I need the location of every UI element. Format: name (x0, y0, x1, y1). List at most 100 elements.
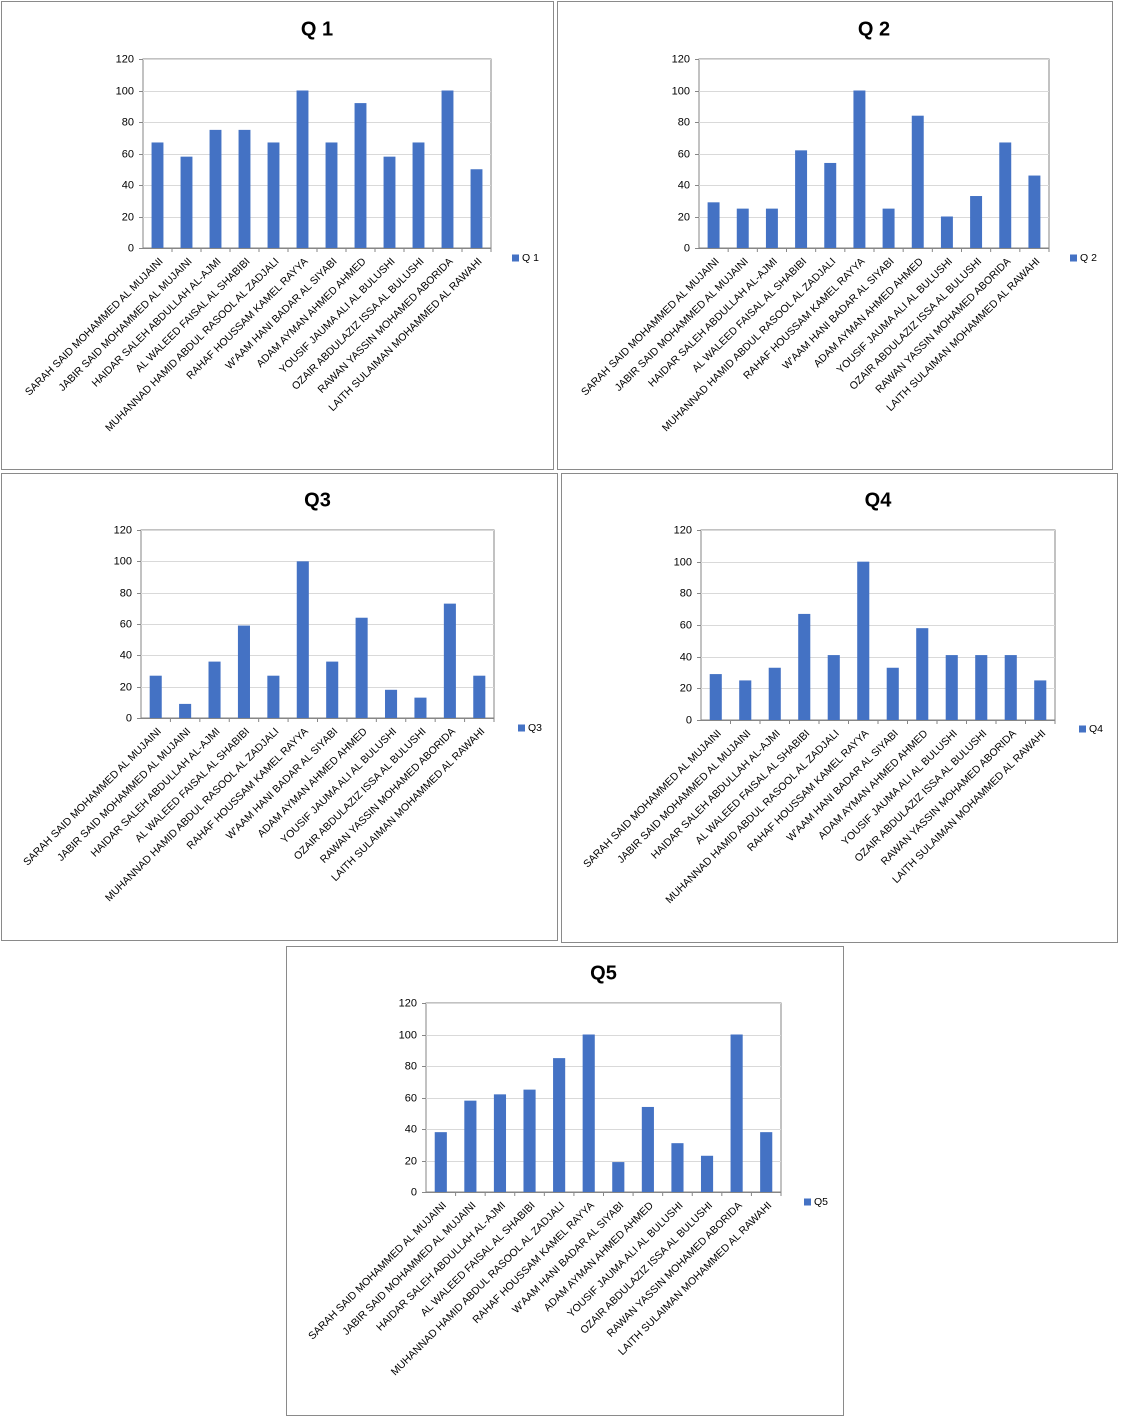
legend-label: Q 2 (1080, 252, 1097, 264)
bar (827, 655, 840, 720)
bar (523, 1089, 536, 1192)
legend-swatch (518, 724, 525, 732)
bar (739, 680, 752, 720)
y-tick-label: 0 (128, 242, 134, 254)
bar (383, 156, 396, 248)
bar (180, 156, 193, 248)
bar (886, 667, 899, 720)
bar (709, 674, 722, 720)
bar (1004, 655, 1017, 720)
y-tick-label: 20 (680, 682, 692, 694)
bar (464, 1100, 477, 1192)
bar (760, 1132, 773, 1192)
bar (975, 655, 988, 720)
bar (582, 1034, 595, 1192)
bar (916, 628, 929, 720)
bar (267, 142, 280, 248)
bar (970, 196, 983, 248)
bar (940, 216, 953, 248)
y-tick-label: 100 (674, 556, 692, 568)
bar (354, 103, 367, 248)
chart-title: Q 1 (301, 18, 333, 40)
bar (882, 208, 895, 248)
bar (853, 90, 866, 248)
legend-swatch (1070, 254, 1077, 262)
y-tick-label: 80 (678, 116, 690, 128)
y-tick-label: 20 (120, 681, 132, 693)
y-tick-label: 120 (114, 524, 132, 536)
legend-label: Q3 (528, 722, 542, 734)
legend-label: Q5 (814, 1196, 828, 1208)
bar (798, 613, 811, 720)
plot-area (698, 58, 1050, 249)
bar (857, 561, 870, 720)
y-tick-label: 0 (686, 714, 692, 726)
bar (296, 561, 309, 718)
bar (824, 162, 837, 248)
y-tick-label: 120 (399, 997, 417, 1009)
bar (795, 150, 808, 248)
y-tick-label: 80 (680, 587, 692, 599)
y-tick-label: 100 (114, 555, 132, 567)
x-tick-label: JABIR SAID MOHAMMED AL MUJAINI (613, 256, 751, 394)
legend-swatch (804, 1198, 811, 1206)
y-tick-label: 120 (116, 53, 134, 65)
bar (355, 617, 368, 718)
y-tick-label: 40 (122, 179, 134, 191)
y-tick-label: 100 (399, 1029, 417, 1041)
bar (179, 703, 192, 718)
bar (911, 115, 924, 248)
x-tick-label: RAWAN YASSIN MOHAMED ABORIDA (873, 256, 1013, 396)
chart-title: Q5 (590, 962, 617, 984)
y-tick-label: 60 (405, 1092, 417, 1104)
bar (641, 1106, 654, 1192)
chart-panel-q5: Q5 0 20 40 60 80 100 120 SARAH SAID MOHAMMED AL … (286, 946, 844, 1416)
y-tick-label: 20 (678, 211, 690, 223)
bar (149, 675, 162, 718)
bar (412, 142, 425, 248)
y-tick-label: 0 (126, 712, 132, 724)
y-tick-label: 0 (684, 242, 690, 254)
y-tick-label: 20 (122, 211, 134, 223)
bar (434, 1132, 447, 1192)
bar (267, 675, 280, 718)
plot-area (142, 58, 492, 249)
bar (385, 689, 398, 718)
bar (208, 661, 221, 718)
y-tick-label: 40 (678, 179, 690, 191)
bar (671, 1143, 684, 1192)
y-tick-label: 80 (405, 1060, 417, 1072)
bar (1034, 680, 1047, 720)
legend-label: Q4 (1089, 723, 1103, 735)
bar (325, 142, 338, 248)
bar (237, 625, 250, 718)
bar (151, 142, 164, 248)
chart-title: Q4 (865, 489, 893, 511)
bar (296, 90, 309, 248)
chart-panel-q2: Q 2 0 20 40 60 80 100 120 SARAH SAID MOHAMMED AL… (557, 1, 1113, 470)
bar (707, 202, 720, 248)
y-tick-label: 60 (120, 618, 132, 630)
bar (493, 1094, 507, 1192)
legend-swatch (512, 254, 519, 262)
bar (473, 675, 486, 718)
bar (730, 1034, 743, 1192)
y-tick-label: 100 (672, 85, 690, 97)
chart-title: Q 2 (858, 18, 890, 40)
y-tick-label: 80 (120, 587, 132, 599)
y-tick-label: 20 (405, 1155, 417, 1167)
y-tick-label: 40 (120, 649, 132, 661)
bar (999, 142, 1012, 248)
bar (209, 129, 222, 248)
chart-panel-q1: Q 1 0 20 40 60 80 100 120 SARAH SAID MOHAMMED AL… (1, 1, 554, 470)
legend-swatch (1079, 725, 1086, 733)
bar (765, 208, 778, 248)
x-tick-label: RAWAN YASSIN MOHAMED ABORIDA (315, 256, 455, 396)
y-tick-label: 100 (116, 85, 134, 97)
y-tick-label: 60 (122, 148, 134, 160)
y-tick-label: 80 (122, 116, 134, 128)
